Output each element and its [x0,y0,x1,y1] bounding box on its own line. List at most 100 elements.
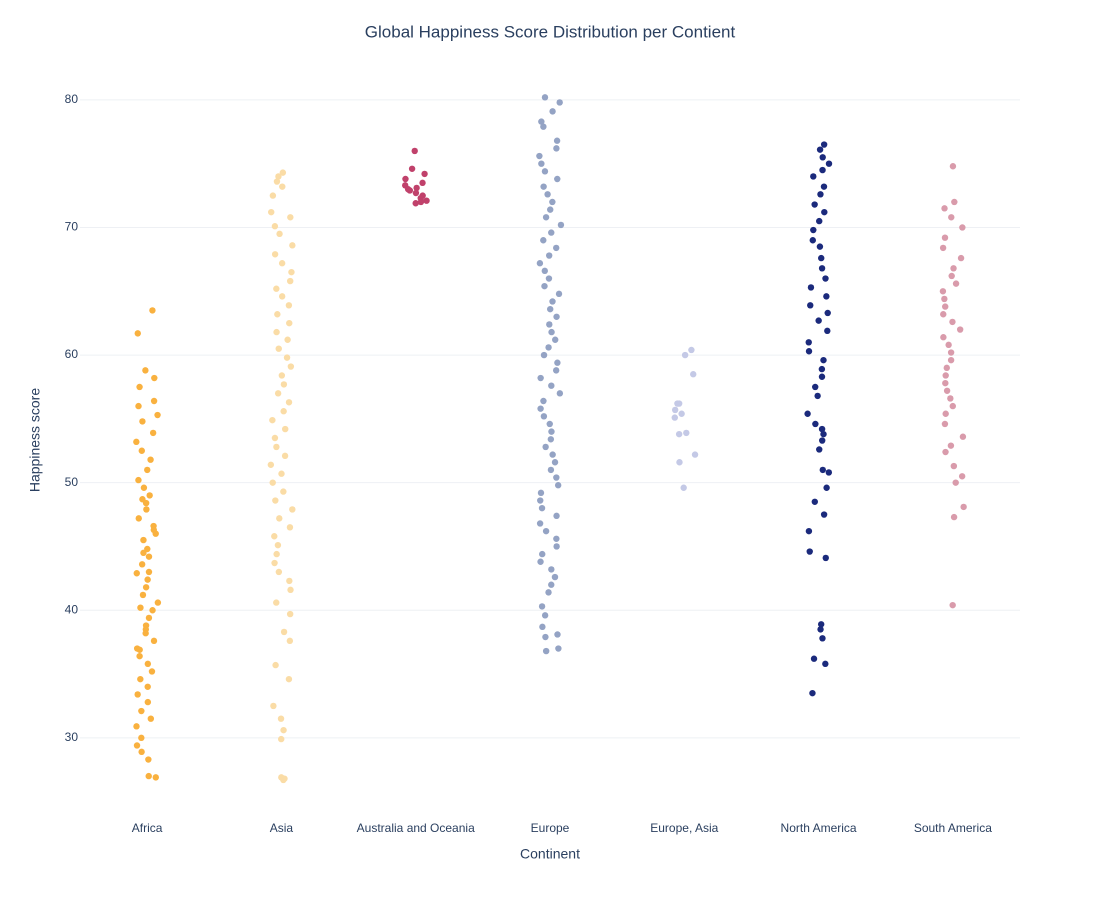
point [812,420,819,428]
point [271,559,278,567]
point [538,118,545,125]
point [941,234,949,241]
y-tick-label: 60 [65,347,79,361]
point [941,205,948,212]
point [959,433,967,440]
y-tick-label: 40 [65,602,79,616]
point [412,200,419,207]
point [548,581,555,588]
point [139,591,147,599]
point [552,336,559,343]
point [952,280,960,287]
point [140,549,147,557]
y-tick-label: 80 [65,92,79,106]
point [537,374,544,382]
point [421,170,428,178]
point [275,345,282,352]
point [547,436,555,443]
point [943,387,951,394]
point [138,707,145,715]
point [140,484,148,491]
point [134,691,141,698]
point [287,214,294,221]
point [283,354,291,361]
point [284,336,291,343]
point [133,438,140,446]
point [688,346,695,354]
point [817,621,825,628]
point [150,526,157,534]
point [282,425,289,433]
point [423,197,430,204]
point [547,466,555,474]
point [536,520,544,527]
point [681,351,689,359]
point [948,272,955,280]
point [144,466,151,474]
point [286,277,294,285]
point [135,515,142,522]
point [549,198,556,206]
point [676,459,683,466]
point [671,414,678,421]
point [269,479,276,486]
point [269,192,277,199]
point [538,603,546,610]
point [544,191,551,198]
point [819,154,826,161]
point [812,383,819,391]
x-tick-label: South America [914,821,992,835]
point [553,535,560,542]
point [820,141,828,148]
point [142,626,150,633]
point [960,503,967,511]
point [279,183,286,190]
point [816,446,823,453]
point [136,652,143,660]
point [950,265,957,272]
point [137,604,144,611]
point [281,775,288,782]
x-tick-label: Africa [132,821,163,835]
point [816,243,824,250]
point [545,589,552,596]
point [690,371,697,378]
point [151,374,158,382]
point [805,339,812,346]
point [411,147,418,155]
point [818,425,826,433]
point [555,645,562,652]
point [154,599,162,606]
point [818,365,826,373]
point [549,298,556,305]
point [804,410,811,417]
point [825,160,833,167]
point [819,635,826,642]
point [816,146,824,153]
point [270,702,277,710]
point [943,364,950,372]
point [278,735,285,743]
point [542,527,550,535]
point [810,226,817,234]
point [152,774,160,781]
point [541,282,548,290]
point [547,206,554,213]
point [940,311,947,318]
point [820,356,827,364]
point [553,244,560,252]
point [554,482,562,489]
point [133,742,141,749]
point [551,573,559,581]
point [145,756,152,763]
point [138,447,145,454]
point [273,178,281,185]
point [150,397,158,405]
point [287,586,294,594]
point [939,244,947,252]
point [144,660,152,668]
point [149,607,156,614]
point [271,533,278,540]
point [133,723,140,730]
